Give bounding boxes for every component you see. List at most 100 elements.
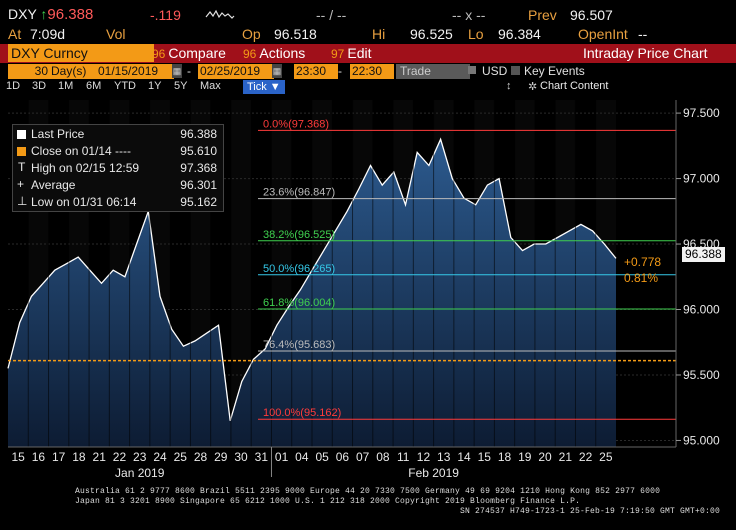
time-separator: -: [338, 64, 342, 78]
market-field-select[interactable]: Trade: [396, 64, 470, 79]
function-bar: [0, 44, 736, 63]
x-tick-label: 21: [559, 450, 573, 464]
x-tick-label: 25: [174, 450, 188, 464]
gear-icon[interactable]: ✲: [528, 81, 538, 93]
x-tick-label: 04: [295, 450, 309, 464]
compare-num: 96: [152, 47, 166, 61]
key-events-label[interactable]: Key Events: [524, 64, 585, 78]
x-tick-label: 28: [194, 450, 208, 464]
month-label: Jan 2019: [115, 466, 165, 480]
chart-title: Intraday Price Chart: [583, 45, 708, 61]
start-date-field[interactable]: 01/15/2019: [96, 64, 174, 79]
y-tick-label: 96.000: [683, 303, 720, 317]
x-tick-label: 22: [113, 450, 127, 464]
fib-label: 38.2%(96.525): [263, 229, 335, 241]
date-separator: -: [187, 64, 191, 78]
legend-label: Low on 01/31 06:14: [31, 195, 137, 209]
x-tick-label: 22: [579, 450, 593, 464]
arrows-icon[interactable]: ↕: [506, 80, 512, 92]
fib-label: 23.6%(96.847): [263, 187, 335, 199]
legend-label: Close on 01/14 ----: [31, 144, 132, 158]
range-tab[interactable]: 6M: [86, 80, 102, 92]
quote-header: DXY ↑96.388: [8, 6, 93, 23]
x-tick-label: 05: [315, 450, 329, 464]
month-label: Feb 2019: [408, 466, 459, 480]
x-tick-label: 16: [32, 450, 46, 464]
y-tick-label: 95.500: [683, 368, 720, 382]
low-value: 96.384: [498, 26, 541, 42]
fib-label: 76.4%(95.683): [263, 339, 335, 351]
tick-interval-button[interactable]: Tick ▼: [243, 80, 285, 94]
dropdown-icon[interactable]: [468, 66, 476, 74]
fib-label: 100.0%(95.162): [263, 407, 341, 419]
legend-marker: [17, 145, 26, 159]
last-price-tag: 96.388: [682, 247, 725, 262]
x-tick-label: 15: [11, 450, 25, 464]
net-change: -.119: [150, 7, 181, 23]
range-tab[interactable]: 1D: [6, 80, 21, 92]
x-tick-label: 13: [437, 450, 451, 464]
y-tick-label: 97.500: [683, 106, 720, 120]
footer-session: SN 274537 H749-1723-1 25-Feb-19 7:19:50 …: [460, 507, 721, 516]
fib-label: 61.8%(96.004): [263, 297, 335, 309]
end-date-field[interactable]: 02/25/2019: [198, 64, 274, 79]
sparkline-icon: [205, 9, 235, 19]
actions-button[interactable]: 96 Actions: [243, 44, 305, 63]
edit-button[interactable]: 97 Edit: [331, 44, 371, 63]
prev-value: 96.507: [570, 7, 613, 23]
range-tab[interactable]: 1M: [58, 80, 74, 92]
legend-label: Last Price: [31, 127, 85, 141]
range-tab[interactable]: 1Y: [148, 80, 162, 92]
up-arrow-icon: ↑: [40, 6, 48, 22]
legend-label: Average: [31, 178, 76, 192]
bid-ask-blank: -- / --: [316, 7, 347, 23]
security-field[interactable]: DXY Curncy: [8, 44, 154, 62]
average-marker-icon: +: [17, 177, 25, 191]
open-value: 96.518: [274, 26, 317, 42]
x-tick-label: 11: [397, 450, 410, 464]
y-tick-label: 97.000: [683, 172, 720, 186]
actions-num: 96: [243, 47, 257, 61]
range-tab[interactable]: YTD: [114, 80, 136, 92]
legend-marker: [17, 128, 26, 142]
legend-value: 95.162: [180, 195, 217, 209]
range-tab[interactable]: 3D: [32, 80, 47, 92]
footer-copyright: Japan 81 3 3201 8900 Singapore 65 6212 1…: [75, 497, 581, 506]
edit-label: Edit: [347, 45, 372, 61]
calendar-icon[interactable]: ▦: [272, 64, 282, 78]
y-tick-label: 95.000: [683, 433, 720, 447]
compare-button[interactable]: 96 Compare: [152, 44, 226, 63]
x-tick-label: 24: [153, 450, 167, 464]
chart-content-button[interactable]: Chart Content: [540, 80, 609, 92]
actions-label: Actions: [259, 45, 306, 61]
x-tick-label: 19: [518, 450, 532, 464]
at-time: 7:09d: [30, 26, 66, 42]
currency-label[interactable]: USD: [482, 64, 508, 78]
x-tick-label: 01: [275, 450, 289, 464]
start-time-field[interactable]: 23:30: [294, 64, 338, 79]
low-marker-icon: ⊥: [17, 194, 28, 208]
checkbox-icon[interactable]: [511, 66, 520, 75]
low-label: Lo: [468, 26, 484, 42]
period-unit-field[interactable]: Day(s): [49, 64, 97, 79]
x-tick-label: 23: [133, 450, 147, 464]
chart-legend: Last Price 96.388 Close on 01/14 ---- 95…: [12, 124, 224, 212]
end-time-field[interactable]: 22:30: [350, 64, 394, 79]
openint-label: OpenInt: [578, 26, 628, 42]
high-marker-icon: T: [18, 160, 26, 174]
period-value-field[interactable]: 30: [8, 64, 50, 79]
x-tick-label: 08: [376, 450, 390, 464]
x-tick-label: 17: [52, 450, 66, 464]
at-label: At: [8, 26, 22, 42]
calendar-icon[interactable]: ▦: [172, 64, 182, 78]
legend-value: 97.368: [180, 161, 217, 175]
change-abs: +0.778: [624, 255, 662, 269]
edit-num: 97: [331, 47, 345, 61]
last-price: 96.388: [47, 6, 94, 23]
x-tick-label: 12: [417, 450, 431, 464]
ticker-symbol: DXY: [8, 6, 37, 22]
range-tab[interactable]: Max: [200, 80, 221, 92]
range-tab[interactable]: 5Y: [174, 80, 188, 92]
footer-contacts: Australia 61 2 9777 8600 Brazil 5511 239…: [75, 487, 661, 496]
x-tick-label: 18: [72, 450, 86, 464]
